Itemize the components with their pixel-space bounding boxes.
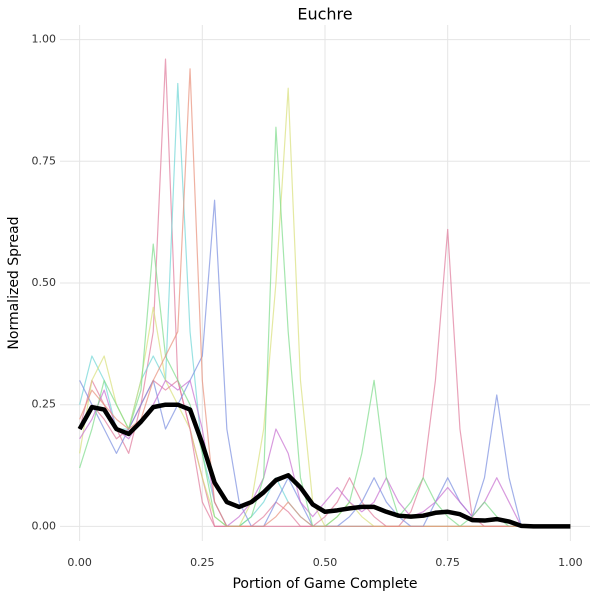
y-axis-label: Normalized Spread <box>6 216 22 349</box>
y-tick-label: 0.50 <box>32 276 57 289</box>
x-tick-label: 0.50 <box>313 556 338 569</box>
x-tick-label: 0.25 <box>190 556 215 569</box>
y-tick-label: 0.00 <box>32 519 57 532</box>
grid <box>60 25 590 541</box>
mean-line <box>77 402 571 529</box>
x-tick-label: 0.00 <box>67 556 92 569</box>
series-line <box>79 68 571 527</box>
series-line <box>79 379 571 527</box>
y-tick-label: 0.75 <box>32 154 57 167</box>
y-tick-label: 1.00 <box>32 33 57 46</box>
x-tick-label: 0.75 <box>435 556 460 569</box>
x-tick-label: 1.00 <box>558 556 583 569</box>
x-axis-label: Portion of Game Complete <box>232 576 417 592</box>
chart-title: Euchre <box>297 5 352 24</box>
lines <box>77 58 571 529</box>
y-tick-label: 0.25 <box>32 398 57 411</box>
